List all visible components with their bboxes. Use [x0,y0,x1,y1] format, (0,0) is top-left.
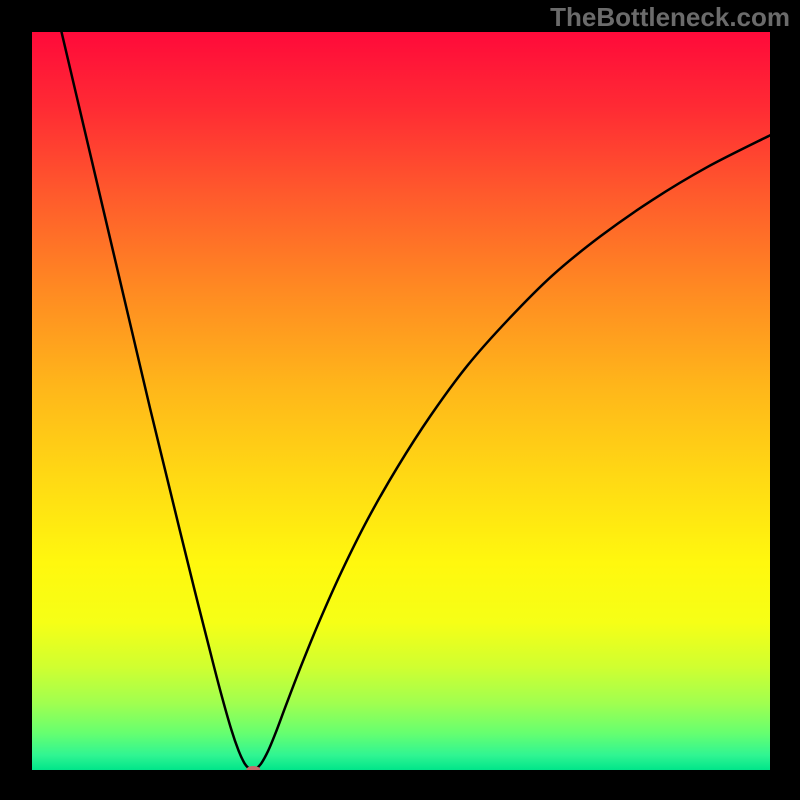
chart-container: TheBottleneck.com [0,0,800,800]
optimal-point-marker [247,766,260,770]
gradient-background [32,32,770,770]
plot-area [32,32,770,770]
watermark-text: TheBottleneck.com [550,2,790,33]
